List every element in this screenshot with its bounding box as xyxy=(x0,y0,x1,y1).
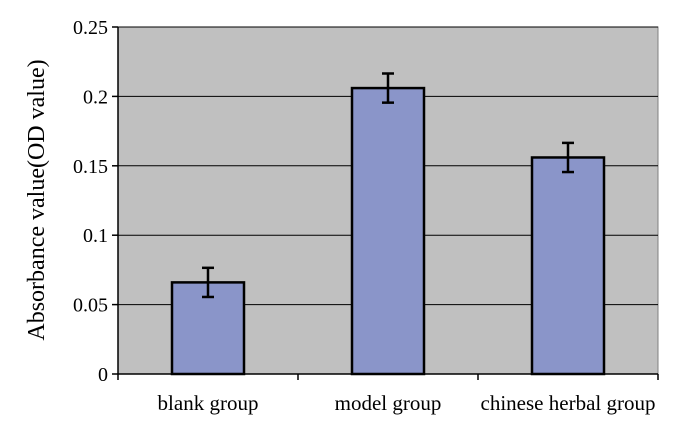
error-bar-model-group xyxy=(382,72,394,104)
y-tick-label: 0.1 xyxy=(83,225,108,247)
y-tick-label: 0.05 xyxy=(73,295,108,317)
error-bar-blank-group xyxy=(202,266,214,299)
bar-model-group xyxy=(350,86,426,376)
y-axis-title: Absorbance value(OD value) xyxy=(24,59,50,340)
y-tick-label: 0.25 xyxy=(73,17,108,39)
y-tick-label: 0.15 xyxy=(73,156,108,178)
y-tick-label: 0 xyxy=(98,364,108,386)
y-tick-label: 0.2 xyxy=(83,86,108,108)
bar-chinese-herbal-group xyxy=(530,156,606,376)
x-category-label: chinese herbal group xyxy=(481,391,656,415)
y-axis-ticks: 0 0.05 0.1 0.15 0.2 0.25 xyxy=(73,17,118,386)
x-category-label: blank group xyxy=(158,391,259,415)
error-bars xyxy=(202,72,574,299)
error-bar-chinese-herbal-group xyxy=(562,141,574,174)
x-axis-ticks xyxy=(117,374,659,380)
x-axis-category-labels: blank group model group chinese herbal gro… xyxy=(158,391,656,415)
x-category-label: model group xyxy=(335,391,442,415)
